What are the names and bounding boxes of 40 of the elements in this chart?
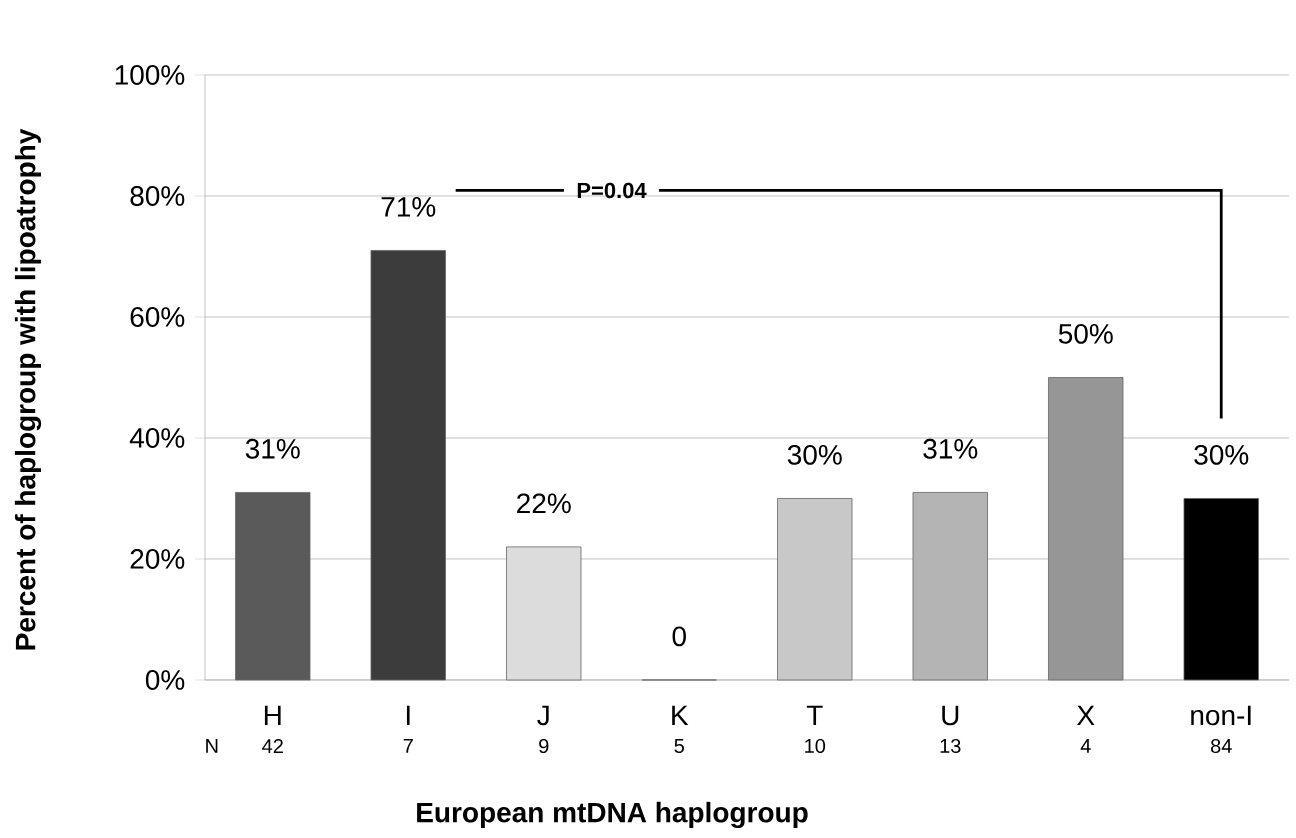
annotation: P=0.04 [577, 182, 647, 199]
text: 4 [1080, 739, 1091, 753]
text: 84 [1211, 738, 1232, 754]
x-tick-label: non-I [1191, 705, 1251, 726]
data-label: 50% [1058, 323, 1113, 344]
bar [1183, 498, 1259, 681]
text: 13 [940, 738, 961, 754]
data-label: 71% [381, 197, 436, 217]
data-label: 31% [245, 438, 300, 459]
y-tick-label: 100% [115, 65, 185, 85]
data-label: 30% [787, 444, 842, 465]
bar [1048, 377, 1124, 681]
x-axis-title: European mtDNA haplogroup [417, 801, 808, 829]
text: 42 [262, 739, 283, 753]
bar [506, 546, 582, 681]
y-tick-label: 0% [145, 670, 185, 690]
bar [370, 250, 446, 681]
text: 7 [403, 739, 413, 753]
x-tick-label: T [806, 705, 823, 725]
text: 10 [805, 738, 826, 754]
x-tick-label: H [264, 705, 281, 725]
x-tick-label: U [942, 705, 959, 726]
x-tick-label: J [537, 705, 549, 726]
y-tick-label: 60% [130, 307, 185, 327]
y-tick-label: 20% [130, 549, 185, 569]
text: 5 [674, 739, 684, 753]
bar [235, 492, 311, 681]
y-tick-label: 40% [129, 428, 185, 448]
x-tick-label: I [406, 705, 410, 725]
data-label: 22% [517, 493, 571, 514]
x-tick-label: X [1077, 705, 1095, 725]
text: N [206, 739, 218, 753]
x-tick-label: K [672, 705, 689, 725]
y-axis-title: Percent of haplogroup with lipoatrophy [14, 128, 42, 650]
data-label: 31% [923, 438, 978, 459]
data-label: 0 [672, 626, 686, 647]
data-label: 30% [1194, 444, 1249, 465]
y-tick-label: 80% [130, 186, 185, 206]
text: 9 [539, 738, 549, 754]
bar [777, 498, 853, 681]
